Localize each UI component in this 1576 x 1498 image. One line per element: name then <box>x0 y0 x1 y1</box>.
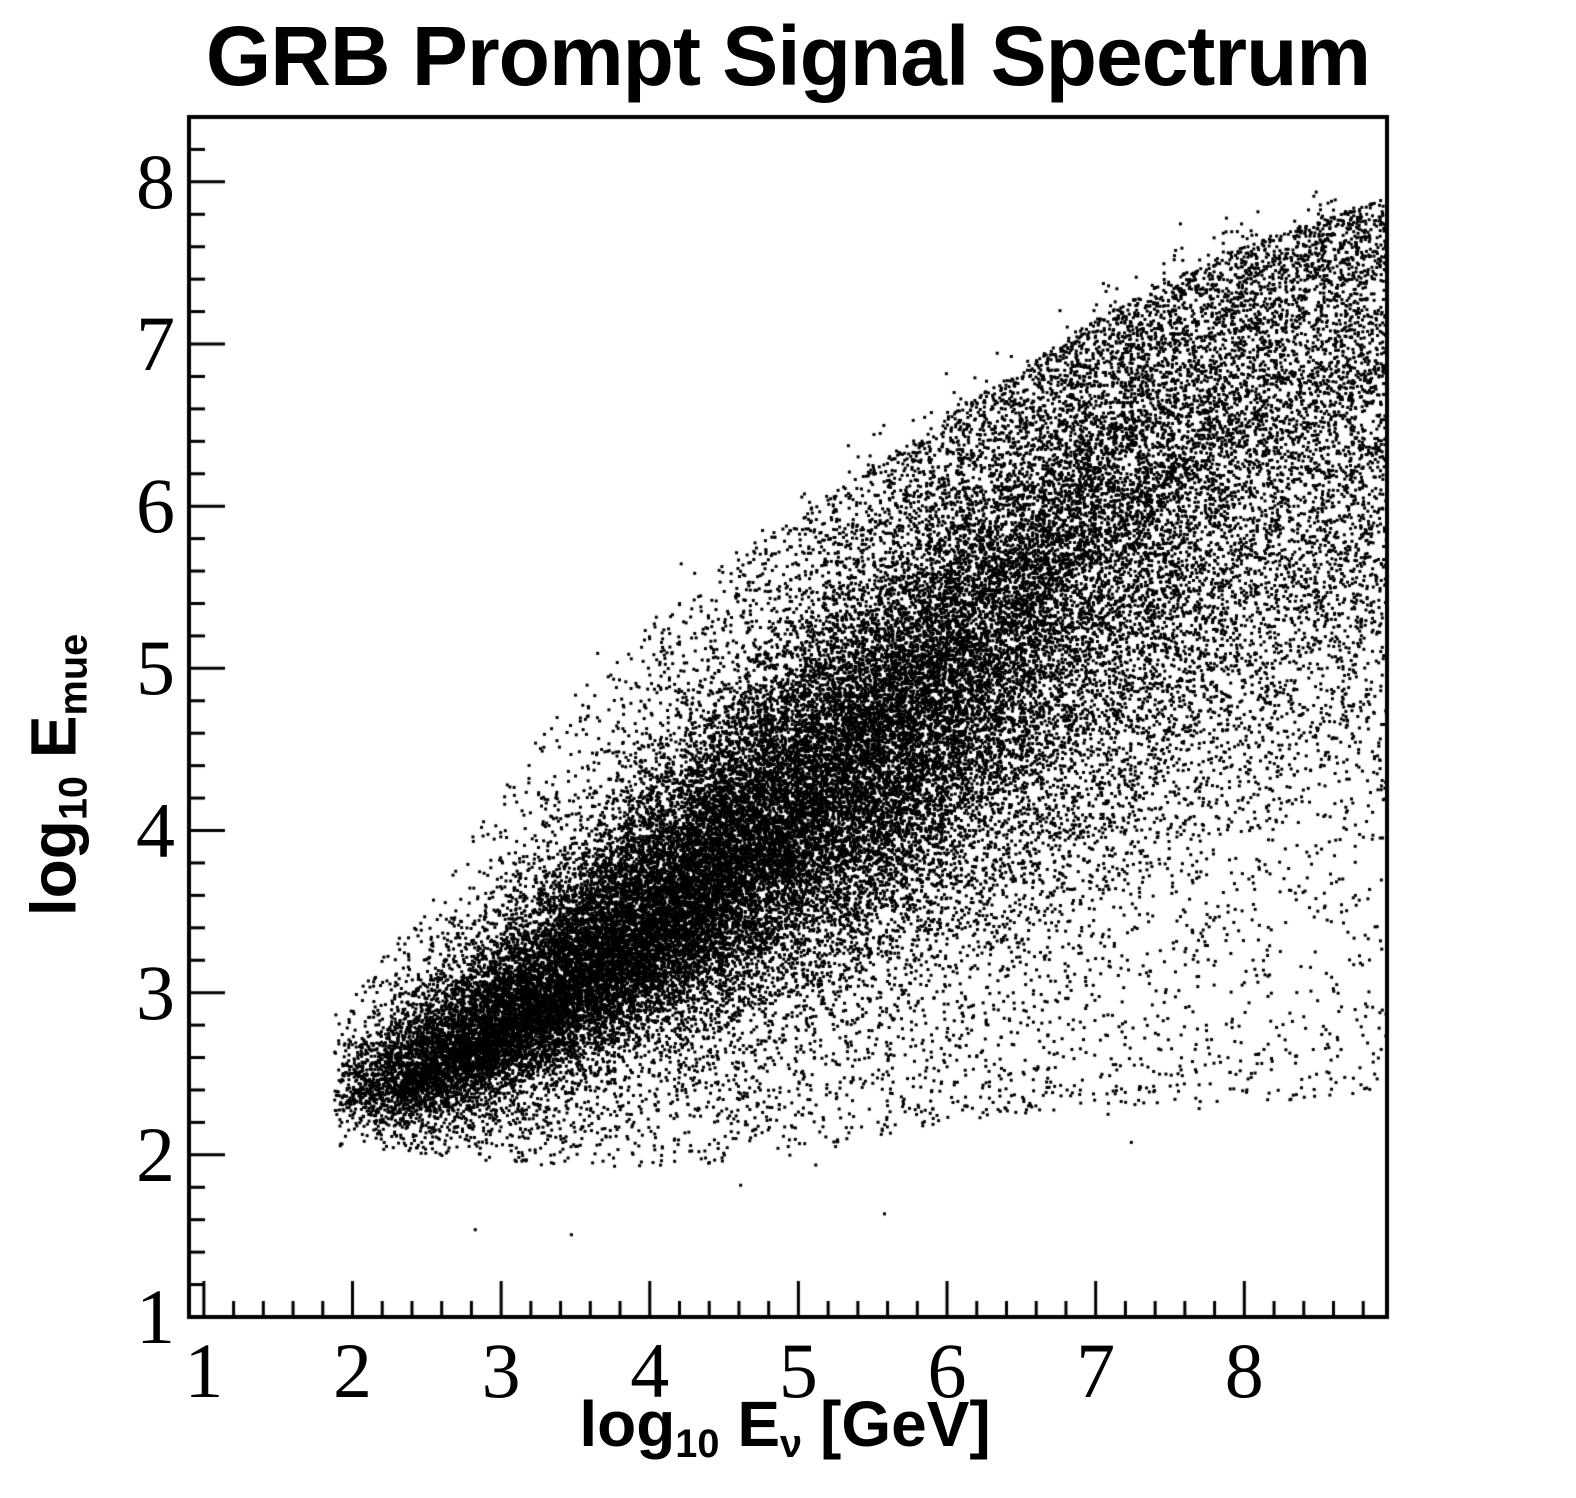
y-tick-label: 1 <box>136 1273 175 1360</box>
x-tick-label: 2 <box>332 1327 372 1414</box>
y-tick-label: 7 <box>136 300 175 388</box>
y-axis-title-base: 10 <box>51 776 96 821</box>
x-axis-title-base: 10 <box>675 1422 720 1467</box>
y-axis-title: log10 Emue <box>18 633 96 916</box>
y-tick-label: 5 <box>136 624 175 712</box>
x-axis-title: log10 Eν [GeV] <box>579 1392 990 1465</box>
y-tick-label: 4 <box>136 786 175 874</box>
y-axis-title-E: E <box>17 715 90 759</box>
x-axis-title-E: E <box>737 1388 781 1460</box>
y-axis-title-log: log <box>17 820 90 917</box>
x-tick-label: 3 <box>481 1327 521 1414</box>
x-tick-label: 4 <box>630 1327 670 1414</box>
y-tick-label: 3 <box>136 948 175 1036</box>
x-tick-label: 1 <box>184 1327 224 1414</box>
x-tick-label: 7 <box>1076 1327 1116 1414</box>
x-axis-title-log: log <box>579 1388 676 1460</box>
chart-title: GRB Prompt Signal Spectrum <box>205 9 1371 103</box>
y-tick-label: 6 <box>136 462 175 550</box>
x-tick-label: 5 <box>778 1327 818 1414</box>
x-tick-label: 6 <box>927 1327 967 1414</box>
y-tick-label: 2 <box>136 1110 175 1198</box>
y-tick-label: 8 <box>136 137 175 225</box>
x-axis-title-sub: ν <box>780 1422 803 1467</box>
y-axis-title-sub: mue <box>51 633 96 716</box>
x-tick-label: 8 <box>1224 1327 1264 1414</box>
x-axis-title-unit: [GeV] <box>820 1388 991 1460</box>
